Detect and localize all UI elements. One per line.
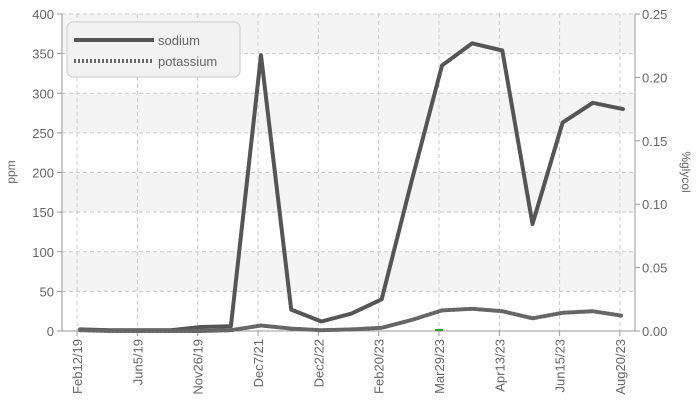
series-line-potassium — [78, 306, 625, 333]
legend-label-potassium: potassium — [158, 54, 217, 69]
y-left-tick-label: 300 — [32, 86, 54, 101]
plot-band — [62, 251, 635, 292]
legend: sodium potassium — [66, 21, 241, 78]
y-left-tick-label: 150 — [32, 205, 54, 220]
series-lines — [78, 41, 625, 333]
x-tick-label: Dec7/21 — [251, 339, 266, 387]
y-left-tick-label: 200 — [32, 166, 54, 181]
y-left-tick-label: 100 — [32, 245, 54, 260]
plot-band — [62, 291, 635, 331]
y-right-tick-label: 0.05 — [642, 261, 667, 276]
plot-band — [62, 212, 635, 252]
x-tick-label: Feb12/19 — [70, 339, 85, 394]
y-right-ticks: 0.00 0.05 0.10 0.15 0.20 0.25 — [635, 7, 667, 339]
plot-band — [62, 132, 635, 173]
y-left-tick-label: 50 — [40, 284, 54, 299]
y-left-tick-label: 400 — [32, 7, 54, 22]
x-tick-label: Aug20/23 — [613, 339, 628, 395]
x-tick-label: Jun15/23 — [553, 339, 568, 393]
y-left-tick-label: 250 — [32, 126, 54, 141]
y-right-axis-title: %glycol — [679, 151, 693, 192]
legend-box — [66, 21, 241, 78]
y-left-tick-label: 350 — [32, 47, 54, 62]
y-left-axis-title: ppm — [4, 160, 18, 183]
legend-label-sodium: sodium — [158, 33, 200, 48]
x-tick-label: Mar29/23 — [432, 339, 447, 394]
y-right-tick-label: 0.25 — [642, 7, 667, 22]
y-left-tick-label: 0 — [47, 324, 54, 339]
x-tick-label: Jun5/19 — [130, 339, 145, 385]
plot-band — [62, 172, 635, 213]
x-tick-label: Dec2/22 — [311, 339, 326, 387]
y-left-ticks: 0 50 100 150 200 250 300 350 400 — [32, 7, 62, 339]
plot-band — [62, 93, 635, 133]
y-right-tick-label: 0.20 — [642, 70, 667, 85]
y-right-tick-label: 0.10 — [642, 197, 667, 212]
y-right-tick-label: 0.00 — [642, 324, 667, 339]
x-tick-label: Feb20/23 — [372, 339, 387, 394]
x-ticks: Feb12/19 Jun5/19 Nov26/19 Dec7/21 Dec2/22 Feb… — [70, 331, 628, 395]
x-tick-label: Nov26/19 — [191, 339, 206, 395]
x-tick-label: Apr13/23 — [492, 339, 507, 392]
y-right-tick-label: 0.15 — [642, 134, 667, 149]
